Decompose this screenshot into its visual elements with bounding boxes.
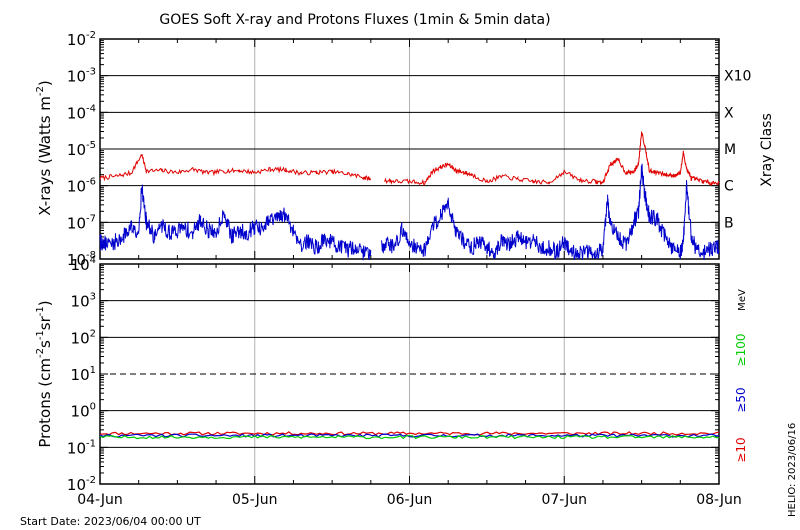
footer-stamp: HELIO: 2023/06/16 — [787, 423, 798, 517]
y-tick-label: 10-4 — [67, 103, 96, 122]
x-tick-label: 06-Jun — [387, 492, 433, 508]
proton-series-ge10 — [99, 431, 720, 436]
y-tick-label: 101 — [71, 365, 96, 384]
proton-energy-label: ≥50 — [734, 387, 748, 412]
y-tick-label: 10-3 — [67, 67, 96, 86]
y-tick-label: 10-2 — [67, 475, 96, 494]
y-tick-label: 100 — [71, 402, 96, 421]
x-tick-label: 04-Jun — [77, 492, 123, 508]
xray-panel: 10-2 10-3 10-4 10-5 10-6 10-7 10-8 X-rays (Watt… — [35, 30, 775, 269]
y-tick-label: 10-6 — [67, 177, 96, 196]
y-tick-label: 10-5 — [67, 140, 96, 159]
proton-y-axis-label: Protons (cm-2s-1sr-1) — [35, 300, 54, 447]
xray-short-series — [99, 163, 720, 261]
xray-y-axis-label: X-rays (Watts m-2) — [35, 80, 54, 215]
x-tick-label: 08-Jun — [696, 492, 742, 508]
y-tick-label: 102 — [71, 328, 96, 347]
x-tick-label: 05-Jun — [232, 492, 278, 508]
proton-panel: 104 103 102 101 100 10-1 10-2 Protons (cm-2s-1s… — [35, 255, 748, 508]
y-tick-label: 103 — [71, 292, 96, 311]
xray-class-axis-label: Xray Class — [759, 113, 775, 187]
proton-energy-label: ≥100 — [734, 334, 748, 367]
xray-class-label: X10 — [724, 69, 751, 85]
proton-series-ge100 — [99, 434, 720, 440]
start-date-label: Start Date: 2023/06/04 00:00 UT — [20, 515, 201, 528]
xray-long-series — [99, 131, 720, 187]
x-tick-label: 07-Jun — [541, 492, 587, 508]
y-tick-label: 104 — [71, 255, 96, 274]
y-tick-label: 10-1 — [67, 438, 96, 457]
y-tick-label: 10-7 — [67, 213, 96, 232]
xray-class-label: M — [724, 142, 736, 158]
xray-class-label: C — [724, 179, 734, 195]
panel-frame — [99, 38, 720, 260]
proton-series-ge50 — [99, 433, 720, 438]
xray-class-label: X — [724, 105, 734, 121]
proton-energy-label: ≥10 — [734, 437, 748, 462]
chart-title: GOES Soft X-ray and Protons Fluxes (1min… — [159, 12, 550, 28]
xray-class-label: B — [724, 215, 734, 231]
y-tick-label: 10-2 — [67, 30, 96, 49]
y-tick-label: 10-8 — [67, 250, 96, 269]
proton-unit-label: MeV — [737, 289, 748, 311]
panel-frame — [99, 263, 720, 485]
